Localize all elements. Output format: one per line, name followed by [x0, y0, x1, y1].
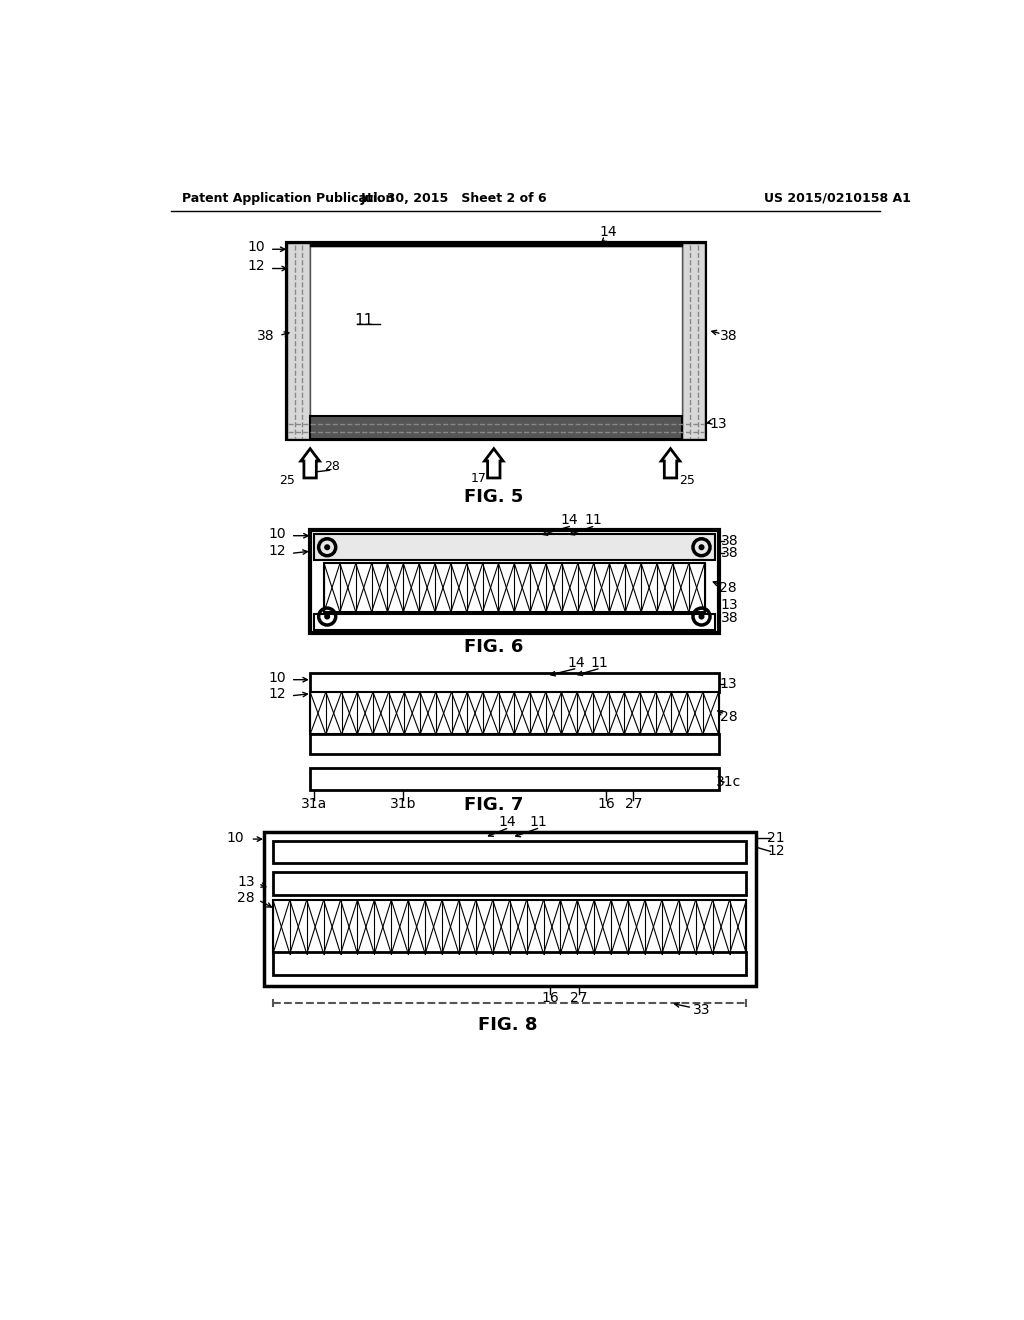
- Text: 25: 25: [279, 474, 295, 487]
- FancyArrow shape: [484, 449, 503, 478]
- Bar: [310, 692, 719, 734]
- Text: 28: 28: [324, 459, 340, 473]
- Text: FIG. 8: FIG. 8: [478, 1015, 538, 1034]
- Bar: [310, 416, 682, 440]
- Text: US 2015/0210158 A1: US 2015/0210158 A1: [764, 191, 910, 205]
- Text: 10: 10: [247, 240, 264, 253]
- Text: 38: 38: [257, 329, 274, 342]
- Bar: [314, 535, 715, 560]
- Text: 11: 11: [529, 816, 548, 829]
- Text: FIG. 5: FIG. 5: [464, 488, 523, 506]
- Bar: [310, 243, 682, 246]
- Text: 27: 27: [625, 797, 642, 810]
- Text: 12: 12: [268, 544, 286, 558]
- Text: 38: 38: [721, 546, 738, 561]
- Text: 11: 11: [590, 656, 608, 669]
- Bar: [310, 531, 719, 634]
- Circle shape: [325, 545, 330, 549]
- Bar: [287, 243, 706, 440]
- Text: 11: 11: [584, 513, 602, 527]
- Text: 11: 11: [354, 313, 374, 327]
- Text: 13: 13: [237, 875, 255, 890]
- FancyArrow shape: [662, 449, 680, 478]
- Text: 13: 13: [710, 417, 727, 432]
- Text: 28: 28: [237, 891, 255, 904]
- Bar: [273, 873, 746, 895]
- Text: FIG. 6: FIG. 6: [464, 639, 523, 656]
- Text: 13: 13: [721, 598, 738, 612]
- Bar: [682, 243, 706, 440]
- Text: 27: 27: [570, 991, 588, 1005]
- Text: 31a: 31a: [301, 797, 327, 810]
- Text: 10: 10: [268, 527, 286, 541]
- Bar: [310, 673, 719, 692]
- Text: 14: 14: [499, 816, 516, 829]
- Text: 16: 16: [597, 797, 615, 810]
- Text: 17: 17: [471, 473, 487, 486]
- Bar: [263, 832, 756, 986]
- Text: 28: 28: [719, 581, 736, 595]
- Text: 12: 12: [247, 259, 264, 273]
- Text: 14: 14: [561, 513, 579, 527]
- Circle shape: [699, 614, 703, 619]
- Bar: [310, 768, 719, 789]
- Bar: [273, 952, 746, 974]
- FancyArrow shape: [301, 449, 319, 478]
- Text: 25: 25: [680, 474, 695, 487]
- Bar: [287, 243, 310, 440]
- Text: 16: 16: [542, 991, 559, 1005]
- Text: 14: 14: [567, 656, 585, 669]
- Text: 14: 14: [600, 226, 617, 239]
- Text: 12: 12: [767, 845, 784, 858]
- Bar: [324, 564, 705, 612]
- Bar: [273, 841, 746, 863]
- Circle shape: [699, 545, 703, 549]
- Text: 13: 13: [720, 677, 737, 692]
- Bar: [310, 734, 719, 754]
- Text: 31b: 31b: [390, 797, 417, 810]
- Text: 38: 38: [721, 611, 738, 626]
- Text: Patent Application Publication: Patent Application Publication: [182, 191, 394, 205]
- Text: 12: 12: [268, 686, 286, 701]
- Bar: [310, 246, 682, 416]
- Bar: [314, 614, 715, 630]
- Text: Jul. 30, 2015   Sheet 2 of 6: Jul. 30, 2015 Sheet 2 of 6: [360, 191, 547, 205]
- Text: 10: 10: [226, 830, 244, 845]
- Circle shape: [325, 614, 330, 619]
- Text: 31c: 31c: [716, 775, 741, 789]
- Text: 38: 38: [721, 535, 738, 548]
- Text: 28: 28: [720, 710, 737, 723]
- Text: 38: 38: [720, 329, 737, 342]
- Text: 33: 33: [693, 1003, 711, 1016]
- Bar: [273, 900, 746, 954]
- Text: 21: 21: [767, 830, 784, 845]
- Text: FIG. 7: FIG. 7: [464, 796, 523, 814]
- Text: 10: 10: [268, 671, 286, 685]
